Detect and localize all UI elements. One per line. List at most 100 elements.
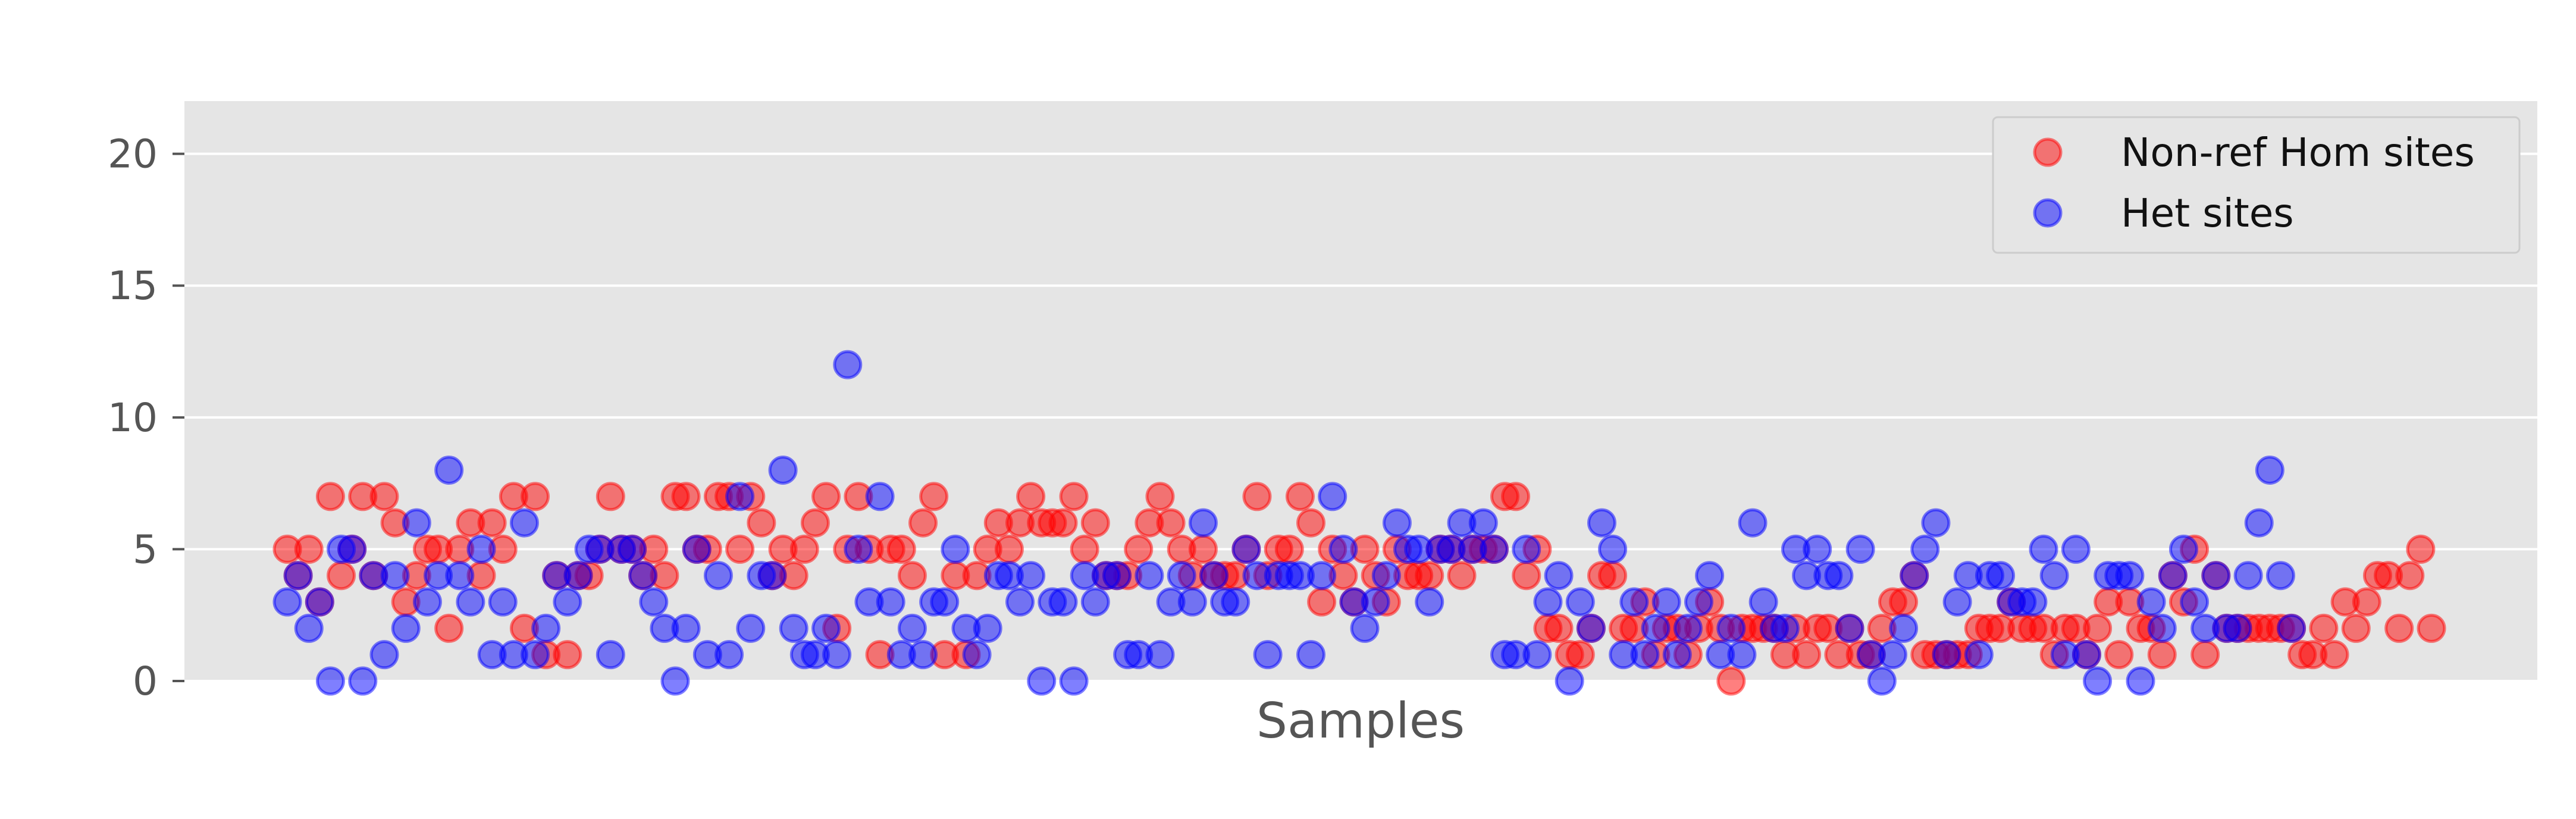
data-point: [725, 534, 755, 564]
data-point: [2190, 640, 2220, 670]
data-point: [639, 587, 669, 617]
data-point: [1285, 482, 1315, 512]
data-point: [596, 640, 625, 670]
data-point: [757, 561, 787, 591]
data-point: [1479, 534, 1509, 564]
data-point: [747, 508, 776, 538]
data-point: [294, 534, 324, 564]
data-point: [369, 482, 399, 512]
data-point: [1587, 508, 1616, 538]
data-point: [1651, 587, 1681, 617]
data-point: [402, 508, 431, 538]
data-point: [1415, 587, 1444, 617]
data-point: [1415, 561, 1444, 591]
data-point: [1102, 561, 1132, 591]
data-point: [1307, 587, 1337, 617]
y-tick-label: 0: [133, 658, 158, 704]
data-point: [1135, 561, 1164, 591]
data-point: [682, 534, 712, 564]
data-point: [1512, 561, 1541, 591]
data-point: [1145, 640, 1175, 670]
data-point: [1889, 613, 1919, 643]
legend-box: [1992, 116, 2521, 254]
data-point: [305, 587, 334, 617]
data-point: [1932, 640, 1961, 670]
series-layer: [272, 350, 2446, 696]
data-point: [2244, 508, 2274, 538]
data-point: [714, 640, 744, 670]
data-point: [1565, 640, 1595, 670]
data-point: [1059, 482, 1089, 512]
data-point: [1221, 587, 1251, 617]
data-point: [1274, 534, 1304, 564]
data-point: [2406, 534, 2436, 564]
data-point: [2180, 587, 2210, 617]
data-point: [1748, 587, 1778, 617]
legend-marker-non-ref-hom: [2033, 137, 2063, 167]
data-point: [1016, 561, 1046, 591]
data-point: [833, 350, 863, 379]
data-point: [1070, 534, 1099, 564]
data-point: [703, 561, 733, 591]
data-point: [1716, 666, 1746, 696]
data-point: [897, 561, 927, 591]
data-point: [1059, 666, 1089, 696]
data-point: [1738, 508, 1768, 538]
legend-marker-het: [2033, 198, 2063, 228]
data-point: [294, 613, 324, 643]
legend: Non-ref Hom sites Het sites: [1992, 116, 2521, 254]
data-point: [1673, 613, 1703, 643]
data-point: [779, 613, 808, 643]
data-point: [1371, 561, 1401, 591]
data-point: [1716, 613, 1746, 643]
data-point: [1447, 561, 1477, 591]
data-point: [1124, 534, 1154, 564]
data-point: [1835, 613, 1864, 643]
data-point: [789, 534, 819, 564]
data-point: [865, 482, 895, 512]
data-point: [1167, 561, 1196, 591]
data-point: [327, 561, 356, 591]
series-1: [272, 350, 2307, 696]
data-point: [2147, 640, 2177, 670]
data-point: [1048, 508, 1078, 538]
data-point: [2072, 640, 2101, 670]
data-point: [1544, 561, 1574, 591]
data-point: [1156, 508, 1186, 538]
data-point: [2136, 587, 2166, 617]
data-point: [876, 587, 905, 617]
data-point: [1242, 482, 1272, 512]
data-point: [1630, 640, 1660, 670]
data-point: [1684, 587, 1713, 617]
data-point: [2083, 613, 2113, 643]
data-point: [2029, 534, 2058, 564]
data-point: [2104, 640, 2134, 670]
data-point: [1382, 508, 1412, 538]
data-point: [671, 613, 701, 643]
data-point: [1555, 666, 1584, 696]
data-point: [1522, 640, 1552, 670]
data-point: [1544, 613, 1574, 643]
data-point: [1328, 534, 1358, 564]
data-point: [1145, 482, 1175, 512]
data-point: [1188, 534, 1218, 564]
data-point: [1910, 534, 1940, 564]
data-point: [272, 587, 302, 617]
data-point: [2384, 613, 2414, 643]
data-point: [596, 482, 625, 512]
data-point: [919, 482, 949, 512]
data-point: [1005, 587, 1035, 617]
data-point: [2061, 534, 2091, 564]
data-point: [1188, 508, 1218, 538]
data-point: [1942, 587, 1972, 617]
data-point: [1845, 534, 1875, 564]
data-point: [1501, 482, 1531, 512]
data-point: [1986, 561, 2016, 591]
data-point: [1307, 561, 1337, 591]
data-point: [1770, 613, 1800, 643]
data-point: [1921, 508, 1951, 538]
data-point: [725, 482, 755, 512]
data-point: [800, 508, 830, 538]
data-point: [1350, 613, 1380, 643]
data-point: [1878, 640, 1907, 670]
